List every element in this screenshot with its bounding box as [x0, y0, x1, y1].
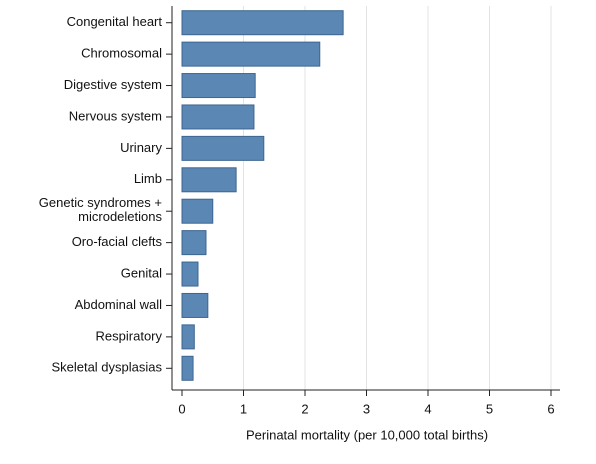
x-tick-label: 4	[424, 401, 431, 416]
y-tick-label: Chromosomal	[81, 46, 162, 61]
bar	[181, 292, 209, 318]
bar	[181, 135, 265, 161]
y-tick-label: Urinary	[120, 140, 162, 155]
y-tick-label: Genital	[121, 265, 162, 280]
bar	[181, 198, 214, 224]
bar	[181, 261, 199, 287]
bar	[181, 104, 255, 130]
bar	[181, 10, 344, 36]
y-tick-label: Digestive system	[64, 77, 162, 92]
x-tick-label: 0	[178, 401, 185, 416]
x-axis-label: Perinatal mortality (per 10,000 total bi…	[246, 427, 488, 442]
bar	[181, 167, 237, 193]
bar	[181, 324, 195, 350]
bar	[181, 355, 194, 381]
y-tick-label: Abdominal wall	[75, 297, 163, 312]
bar	[181, 230, 207, 256]
y-tick-label: Nervous system	[69, 108, 162, 123]
x-tick-label: 6	[547, 401, 554, 416]
y-tick-label: Skeletal dysplasias	[51, 360, 162, 375]
y-tick-label: Genetic syndromes + microdeletions	[39, 196, 163, 225]
y-tick-label: Limb	[134, 171, 162, 186]
y-tick-label: Respiratory	[96, 328, 163, 343]
y-tick-label: Oro-facial clefts	[72, 234, 163, 249]
y-tick-label: Congenital heart	[67, 14, 163, 29]
x-tick-label: 5	[486, 401, 493, 416]
x-tick-label: 2	[301, 401, 308, 416]
x-tick-label: 3	[363, 401, 370, 416]
x-tick-label: 1	[240, 401, 247, 416]
bar	[181, 73, 256, 99]
bar	[181, 41, 321, 67]
